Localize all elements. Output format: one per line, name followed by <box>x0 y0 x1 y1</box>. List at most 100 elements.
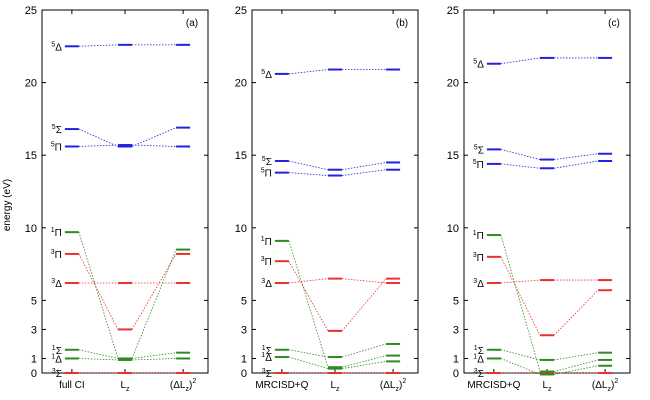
state-5Σ: 5Σ <box>52 124 191 148</box>
level-connector <box>131 144 177 147</box>
category-subscript: z <box>548 386 552 393</box>
category-label: (ΔLz)2 <box>592 378 618 393</box>
state-multiplicity: 3 <box>473 252 477 259</box>
level-connector <box>341 278 387 284</box>
y-tick-label: 1 <box>31 353 37 365</box>
y-tick-label: 5 <box>31 295 37 307</box>
state-label: 3Δ <box>261 278 272 290</box>
state-5Δ: 5Δ <box>473 56 613 71</box>
category-subscript: z <box>608 386 612 393</box>
state-symbol: Σ <box>56 346 62 357</box>
state-5Π: 5Π <box>473 159 613 171</box>
state-label: 5Δ <box>473 59 484 71</box>
state-multiplicity: 3 <box>51 249 55 256</box>
state-label: 5Δ <box>261 69 272 81</box>
state-1Σ: 1Σ <box>52 345 191 360</box>
state-symbol: Δ <box>477 279 484 290</box>
level-connector <box>288 349 329 358</box>
category-main: (ΔL <box>170 380 186 391</box>
y-tick-label: 0 <box>453 368 459 380</box>
state-label: 1Π <box>51 227 62 239</box>
y-axis-title: energy (eV) <box>2 179 13 231</box>
level-connector <box>78 44 119 47</box>
state-3Δ: 3Δ <box>473 278 613 290</box>
state-multiplicity: 1 <box>52 345 56 352</box>
level-connector <box>553 153 599 160</box>
level-connector <box>288 172 329 176</box>
state-5Δ: 5Δ <box>51 41 191 53</box>
y-tick-label: 1 <box>241 353 247 365</box>
state-multiplicity: 1 <box>261 236 265 243</box>
state-label: 5Σ <box>262 156 272 168</box>
state-3Σ: 3Σ <box>262 368 401 380</box>
level-connector <box>78 232 119 359</box>
state-5Π: 5Π <box>261 168 401 180</box>
state-symbol: Δ <box>265 279 272 290</box>
state-multiplicity: 3 <box>261 278 265 285</box>
panel-label: (a) <box>186 18 198 29</box>
category-superscript: 2 <box>614 378 618 385</box>
level-connector <box>500 279 541 284</box>
y-tick-label: 15 <box>25 150 37 162</box>
level-connector <box>131 127 177 147</box>
state-label: 1Π <box>261 236 272 248</box>
level-connector <box>288 240 329 368</box>
state-label: 5Π <box>261 168 272 180</box>
category-main: L <box>542 380 548 391</box>
state-3Δ: 3Δ <box>261 277 401 290</box>
state-multiplicity: 5 <box>262 156 266 163</box>
state-5Π: 5Π <box>51 141 191 153</box>
state-3Π: 3Π <box>261 256 401 332</box>
state-label: 3Σ <box>262 368 272 380</box>
state-label: 5Π <box>473 159 484 171</box>
level-connector <box>288 278 329 284</box>
level-connector <box>553 289 599 336</box>
category-rest: ) <box>399 380 402 391</box>
level-connector <box>500 163 541 169</box>
panel-label: (c) <box>608 18 620 29</box>
level-connector <box>500 349 541 361</box>
state-multiplicity: 1 <box>474 345 478 352</box>
state-multiplicity: 1 <box>262 345 266 352</box>
category-label: Lz <box>120 380 130 393</box>
state-symbol: Δ <box>477 354 484 365</box>
level-connector <box>131 249 177 359</box>
state-label: 3Π <box>261 256 272 268</box>
level-connector <box>78 349 119 359</box>
state-label: 3Π <box>51 249 62 261</box>
level-connector <box>341 343 387 358</box>
state-label: 3Σ <box>52 368 62 380</box>
state-1Π: 1Π <box>261 236 401 369</box>
y-tick-label: 15 <box>235 150 247 162</box>
y-tick-label: 0 <box>31 368 37 380</box>
y-tick-label: 1 <box>453 353 459 365</box>
state-5Δ: 5Δ <box>261 68 401 81</box>
level-connector <box>500 57 541 65</box>
state-1Σ: 1Σ <box>474 345 613 361</box>
category-main: L <box>330 380 336 391</box>
y-tick-label: 0 <box>241 368 247 380</box>
level-connector <box>341 360 387 370</box>
category-label: Lz <box>330 380 340 393</box>
state-label: 3Σ <box>474 368 484 380</box>
state-multiplicity: 3 <box>261 256 265 263</box>
y-tick-label: 5 <box>241 295 247 307</box>
category-label: Lz <box>542 380 552 393</box>
axis-frame <box>41 9 209 374</box>
state-symbol: Π <box>477 231 484 242</box>
state-multiplicity: 5 <box>51 141 55 148</box>
y-tick-label: 15 <box>447 150 459 162</box>
state-label: 1Δ <box>473 353 484 365</box>
category-main: MRCISD+Q <box>467 380 520 391</box>
level-connector <box>78 144 119 147</box>
state-multiplicity: 1 <box>473 230 477 237</box>
level-connector <box>288 160 329 171</box>
state-multiplicity: 3 <box>52 368 56 375</box>
state-symbol: Σ <box>266 157 272 168</box>
state-multiplicity: 5 <box>474 144 478 151</box>
state-label: 5Σ <box>474 144 484 156</box>
state-3Π: 3Π <box>473 252 613 337</box>
